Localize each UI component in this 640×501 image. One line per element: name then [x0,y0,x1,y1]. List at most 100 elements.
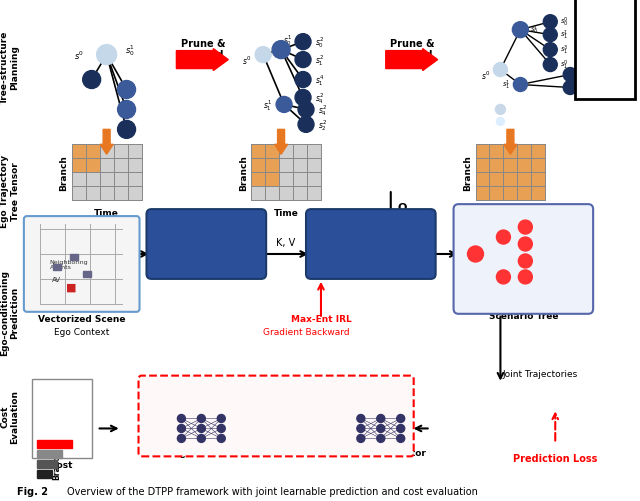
Bar [114,145,127,159]
Circle shape [197,425,205,432]
Bar [490,159,504,173]
Text: $s^1_3$: $s^1_3$ [122,121,131,136]
Bar [531,173,545,187]
FancyBboxPatch shape [138,376,413,456]
Bar [100,159,114,173]
Circle shape [357,434,365,442]
Bar [72,145,86,159]
Bar [476,159,490,173]
Text: $s^0_0$: $s^0_0$ [560,16,569,29]
Circle shape [563,81,577,95]
Circle shape [102,175,111,185]
Bar [517,173,531,187]
Bar [504,173,517,187]
Circle shape [177,425,186,432]
Text: Q: Q [397,202,407,212]
Text: K, V: K, V [276,237,296,247]
Bar [517,159,531,173]
Bar [70,255,77,261]
Text: Cost
Evaluation: Cost Evaluation [0,389,20,443]
Bar [293,187,307,201]
Text: $p^3_0$: $p^3_0$ [534,270,545,285]
Circle shape [397,415,404,423]
Bar [127,159,141,173]
FancyArrow shape [100,130,113,155]
Circle shape [197,415,205,423]
FancyArrow shape [504,130,517,155]
Circle shape [255,48,271,64]
Bar [531,159,545,173]
Text: $p^1_0$: $p^1_0$ [534,237,545,252]
Text: Time: Time [498,209,523,218]
Bar [127,173,141,187]
Bar [307,173,321,187]
Bar [114,187,127,201]
Bar [265,173,279,187]
Bar [72,145,86,159]
Bar [72,187,86,201]
Bar [86,145,100,159]
Text: $s^1_2$: $s^1_2$ [122,101,131,116]
Text: $s^3_1$: $s^3_1$ [560,44,569,57]
Bar [490,173,504,187]
Circle shape [218,434,225,442]
Bar [504,187,517,201]
Circle shape [295,53,311,69]
Text: $s^1_0$: $s^1_0$ [531,24,539,37]
Text: Ego Context: Ego Context [54,327,109,336]
Circle shape [357,425,365,432]
Bar [293,187,307,201]
Text: Tree-structure
Planning: Tree-structure Planning [0,31,20,104]
Text: Joint Trajectories: Joint Trajectories [502,369,578,378]
Bar [86,173,100,187]
Bar [114,173,127,187]
Bar [307,187,321,201]
FancyBboxPatch shape [147,210,266,280]
Bar [293,173,307,187]
Bar [490,187,504,201]
Text: Feature Extractor: Feature Extractor [336,448,426,457]
Text: $s^0$: $s^0$ [74,49,84,62]
Bar [476,173,490,187]
Bar [127,159,141,173]
Circle shape [563,69,577,82]
Bar [72,173,86,187]
Bar [114,159,127,173]
Circle shape [177,434,186,442]
Text: $p^0_0$: $p^0_0$ [534,220,545,235]
Circle shape [276,97,292,113]
Text: $s^0$: $s^0$ [242,54,251,67]
Text: Gradient Backward: Gradient Backward [262,328,349,337]
Text: $s^1_1$: $s^1_1$ [122,81,131,96]
Bar [490,145,504,159]
Bar [127,187,141,201]
Text: $s^1_1$: $s^1_1$ [502,79,510,92]
Text: Transformer
Encoder: Transformer Encoder [168,243,244,265]
FancyBboxPatch shape [454,205,593,314]
Bar [279,145,293,159]
Bar [114,187,127,201]
FancyBboxPatch shape [32,379,92,458]
Bar [265,187,279,201]
Bar [86,159,100,173]
Bar [279,159,293,173]
Text: $s^1_1$: $s^1_1$ [263,98,272,113]
Text: $p^1_0$: $p^1_0$ [499,260,509,275]
Circle shape [543,59,557,73]
Circle shape [177,415,186,423]
Circle shape [468,246,483,263]
Bar [504,187,517,201]
Bar [307,173,321,187]
Bar [86,145,100,159]
Circle shape [377,425,385,432]
Text: Max-Ent IRL: Max-Ent IRL [291,315,351,324]
Bar [531,145,545,159]
Text: Scenario Tree: Scenario Tree [488,311,558,320]
Text: Neighboring
Agents: Neighboring Agents [50,259,88,270]
Bar [265,145,279,159]
Circle shape [518,255,532,269]
Bar [531,159,545,173]
FancyArrowPatch shape [179,56,225,66]
Bar [86,159,100,173]
Text: $s^1_1$: $s^1_1$ [560,29,569,42]
